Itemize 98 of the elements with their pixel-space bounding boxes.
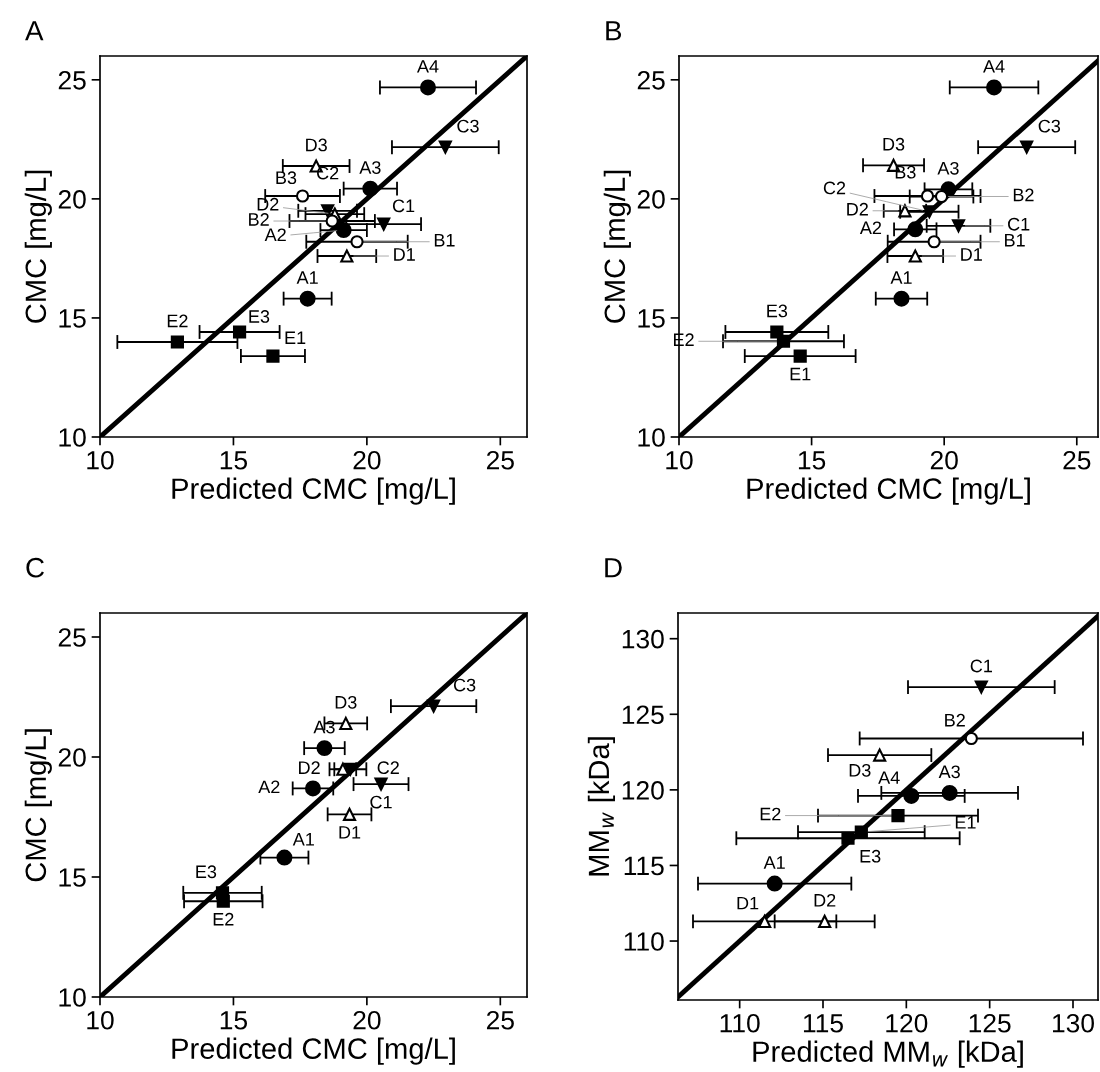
annotation: D2 (299, 761, 320, 774)
x-tick-label: 15 (220, 451, 248, 470)
annotation: E3 (767, 304, 788, 318)
annotation: D1 (961, 248, 982, 261)
y-tick-label: 15 (59, 309, 86, 328)
annotation: D2 (814, 893, 836, 907)
annotation: D3 (849, 763, 871, 777)
annotation: A3 (937, 161, 959, 175)
annotation: A2 (258, 780, 280, 794)
annotation: C3 (1038, 119, 1061, 133)
chart-title: C (26, 557, 44, 578)
annotation: D3 (306, 138, 327, 152)
x-axis-title: Predicted CMC [mg/L] (747, 477, 1030, 505)
chart-title: D (605, 558, 622, 578)
y-tick-label: 15 (638, 309, 665, 328)
y-tick-label: 130 (622, 629, 664, 649)
x-tick-label: 120 (886, 1013, 928, 1033)
annotation: C1 (1008, 217, 1030, 231)
annotation: A3 (313, 720, 335, 734)
y-tick-label: 125 (622, 705, 664, 725)
y-tick-label: 110 (624, 932, 664, 951)
annotation: E3 (196, 865, 217, 879)
annotation: B2 (1013, 188, 1034, 202)
x-tick-label: 115 (803, 1014, 843, 1033)
annotation: A1 (890, 271, 912, 284)
annotation: B2 (945, 713, 965, 727)
chart-title: A (25, 21, 44, 41)
x-axis-title: Predicted MM$_{w}$ [kDa] (753, 1040, 1023, 1068)
annotation: D3 (335, 695, 357, 709)
y-tick-label: 10 (59, 988, 86, 1007)
annotation: C1 (970, 659, 992, 673)
annotation: A2 (859, 221, 882, 235)
annotation: D3 (883, 137, 905, 151)
x-tick-label: 10 (87, 1010, 114, 1030)
annotation: C1 (392, 199, 415, 213)
annotation: E3 (249, 310, 270, 323)
x-tick-label: 20 (930, 450, 958, 470)
annotation: D2 (257, 197, 279, 211)
annotation: A1 (292, 833, 314, 846)
x-tick-label: 110 (720, 1013, 760, 1033)
y-tick-label: 25 (58, 70, 86, 90)
annotation: E3 (860, 849, 881, 863)
x-axis-title: Predicted CMC [mg/L] (172, 477, 455, 505)
x-tick-label: 10 (666, 450, 693, 470)
annotation: A1 (763, 856, 785, 869)
annotation: D2 (847, 202, 868, 216)
annotation: E2 (167, 314, 188, 328)
annotation: A4 (983, 60, 1005, 73)
annotation: B1 (1005, 233, 1025, 247)
y-tick-label: 20 (637, 190, 665, 209)
annotation: E1 (790, 367, 811, 381)
annotation: A1 (296, 271, 318, 284)
annotation: D1 (394, 248, 415, 261)
x-tick-label: 10 (87, 450, 114, 470)
x-axis-title: Predicted CMC [mg/L] (172, 1037, 455, 1065)
y-axis-title: MM$_{w}$ [kDa] (587, 737, 615, 876)
y-tick-label: 15 (59, 868, 86, 887)
x-tick-label: 20 (353, 1010, 381, 1030)
annotation: C2 (377, 761, 399, 775)
annotation: C2 (823, 181, 846, 195)
y-tick-label: 120 (622, 781, 664, 800)
x-tick-label: 20 (353, 450, 381, 470)
y-tick-label: 10 (59, 428, 86, 447)
x-tick-label: 25 (486, 1010, 514, 1030)
annotation: A3 (359, 161, 381, 174)
x-tick-label: 25 (486, 450, 514, 470)
y-tick-label: 20 (58, 190, 86, 209)
annotation: A2 (264, 228, 286, 241)
annotation: C1 (370, 795, 392, 809)
annotation: C3 (457, 119, 479, 133)
annotation: B3 (276, 171, 297, 185)
annotation: B2 (249, 213, 269, 226)
chart-title: B (606, 21, 622, 41)
y-axis-title: CMC [mg/L] (24, 170, 52, 323)
annotation: C2 (317, 166, 339, 180)
x-tick-label: 25 (1063, 450, 1091, 470)
annotation: B1 (434, 233, 455, 247)
annotation: D1 (737, 896, 759, 910)
annotation: D1 (339, 826, 361, 839)
y-tick-label: 10 (638, 428, 665, 447)
annotation: E2 (760, 807, 781, 821)
x-tick-label: 15 (220, 1011, 248, 1030)
x-tick-label: 130 (1053, 1013, 1094, 1033)
annotation: C3 (453, 678, 476, 692)
y-tick-label: 25 (637, 70, 665, 90)
y-tick-label: 20 (58, 748, 86, 767)
annotation: A3 (938, 765, 960, 779)
annotation: E2 (213, 912, 234, 926)
y-axis-title: CMC [mg/L] (24, 729, 52, 882)
x-tick-label: 15 (798, 451, 826, 470)
annotation: E1 (955, 816, 976, 829)
x-tick-label: 125 (969, 1013, 1011, 1033)
annotation: E1 (285, 331, 306, 344)
y-tick-label: 25 (58, 628, 86, 647)
annotation: A4 (416, 60, 439, 73)
annotation: A4 (878, 771, 900, 784)
y-axis-title: CMC [mg/L] (603, 170, 631, 323)
y-tick-label: 115 (624, 856, 664, 876)
